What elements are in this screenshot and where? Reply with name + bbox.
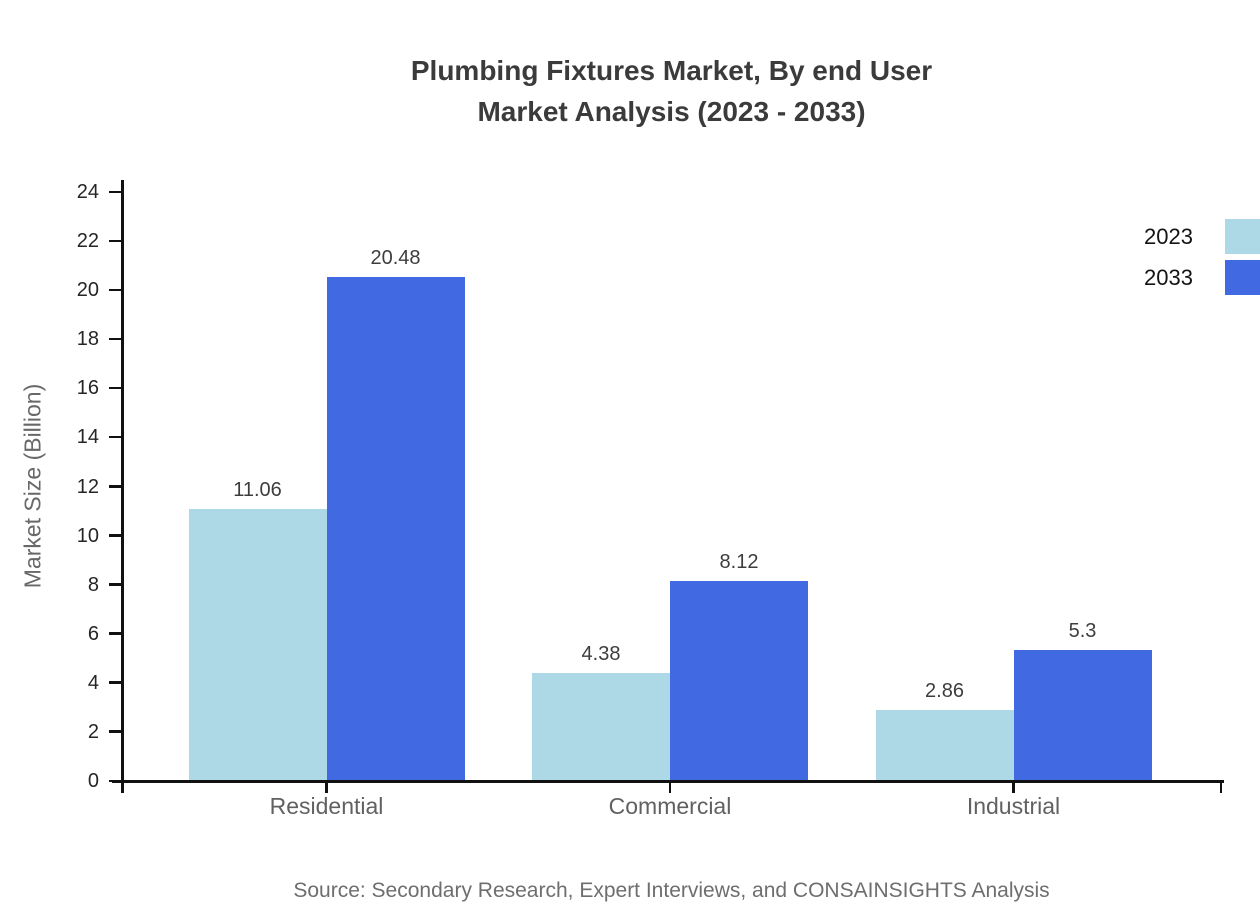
legend-item-2023: 2023: [1144, 219, 1260, 254]
legend-item-2033: 2033: [1144, 260, 1260, 295]
bar-2023-industrial: [875, 709, 1014, 780]
bar-2023-residential: [188, 508, 327, 780]
value-label-2033-commercial: 8.12: [719, 550, 759, 573]
y-tick-label: 20: [76, 279, 99, 302]
x-category-label-commercial: Commercial: [608, 793, 732, 819]
y-tick-mark: [109, 534, 121, 537]
value-label-2023-commercial: 4.38: [581, 642, 621, 665]
bar-2033-commercial: [670, 580, 808, 780]
y-tick-label: 14: [76, 426, 99, 449]
y-tick-label: 22: [76, 230, 99, 253]
chart-title: Plumbing Fixtures Market, By end User Ma…: [121, 50, 1222, 132]
y-tick-mark: [109, 730, 121, 733]
bar-2033-residential: [326, 277, 465, 780]
chart-title-line1: Plumbing Fixtures Market, By end User: [410, 55, 933, 86]
legend-label-2033: 2033: [1144, 264, 1193, 290]
y-tick-mark: [109, 190, 121, 193]
value-label-2023-residential: 11.06: [233, 478, 282, 501]
y-tick-mark: [109, 583, 121, 586]
legend-swatch-2023-icon: [1225, 219, 1260, 254]
y-tick-mark: [109, 779, 121, 782]
chart-title-line2: Market Analysis (2023 - 2033): [477, 96, 866, 127]
value-label-2033-residential: 20.48: [370, 247, 421, 270]
x-category-label-residential: Residential: [269, 793, 384, 819]
x-tick-mark-commercial: [668, 781, 672, 793]
y-tick-label: 12: [76, 475, 99, 498]
y-tick-mark: [109, 386, 121, 390]
source-note: Source: Secondary Research, Expert Inter…: [293, 879, 1050, 902]
y-tick-label: 8: [87, 573, 99, 596]
value-label-2023-industrial: 2.86: [925, 679, 964, 702]
legend-label-2023: 2023: [1144, 223, 1193, 249]
y-tick-label: 18: [76, 328, 99, 351]
y-tick-mark: [109, 485, 121, 488]
y-tick-mark: [109, 337, 121, 341]
y-tick-label: 0: [87, 770, 99, 792]
y-tick-label: 2: [87, 720, 99, 743]
x-axis-line: [112, 780, 1224, 783]
bar-2023-commercial: [532, 672, 670, 780]
y-tick-label: 4: [87, 671, 99, 694]
y-tick-label: 6: [87, 622, 99, 645]
y-axis-line: [121, 180, 124, 793]
y-tick-label: 24: [76, 181, 99, 203]
x-axis-end-tick: [1219, 781, 1222, 793]
y-tick-mark: [109, 239, 121, 243]
legend-swatch-2033-icon: [1225, 260, 1260, 295]
legend: 2023 2033: [1144, 219, 1260, 301]
bar-2033-industrial: [1013, 649, 1152, 780]
x-tick-mark-residential: [325, 781, 328, 793]
y-tick-mark: [109, 435, 121, 439]
y-tick-mark: [109, 288, 121, 292]
y-tick-label: 16: [76, 377, 99, 400]
value-label-2033-industrial: 5.3: [1068, 619, 1097, 642]
y-tick-label: 10: [76, 524, 99, 547]
y-tick-mark: [109, 681, 121, 684]
x-category-label-industrial: Industrial: [966, 793, 1061, 819]
y-tick-mark: [109, 632, 121, 635]
x-tick-mark-industrial: [1012, 781, 1015, 793]
plot-area: 0 2 4 6 8 10 12 14 16 18 20 22 24 Residential 11.06 20.…: [77, 180, 1224, 819]
